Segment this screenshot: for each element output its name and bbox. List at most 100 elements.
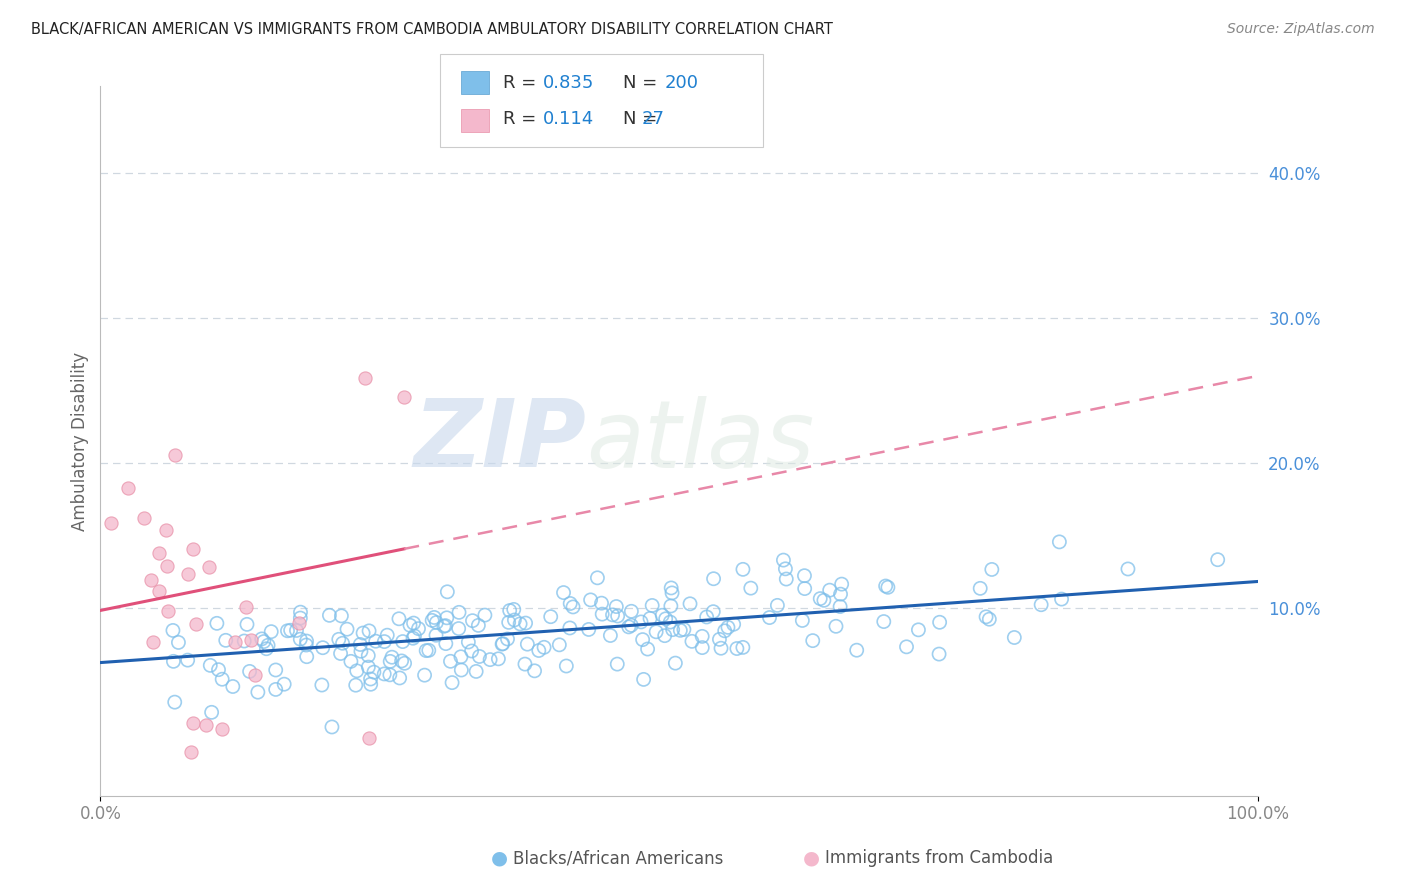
Point <box>467 618 489 632</box>
Point <box>713 624 735 638</box>
Point <box>288 615 311 630</box>
Point <box>641 599 664 613</box>
Point <box>360 672 382 686</box>
Point <box>280 624 302 638</box>
Point <box>468 649 491 664</box>
Point <box>766 599 789 613</box>
Point <box>233 634 256 648</box>
Point <box>457 635 479 649</box>
Point <box>661 586 683 600</box>
Point <box>198 560 221 574</box>
Point <box>224 635 246 649</box>
Point <box>709 632 731 647</box>
Point <box>654 629 676 643</box>
Text: Blacks/African Americans: Blacks/African Americans <box>513 849 724 867</box>
Point <box>408 622 430 636</box>
Point <box>349 638 371 652</box>
Point <box>492 637 515 651</box>
Point <box>117 482 139 496</box>
Point <box>533 640 555 655</box>
Point <box>499 603 522 617</box>
Text: ●: ● <box>803 848 820 868</box>
Point <box>591 607 613 621</box>
Point <box>775 572 797 586</box>
Point <box>399 618 422 632</box>
Point <box>357 648 380 663</box>
Point <box>311 678 333 692</box>
Text: 27: 27 <box>643 110 665 128</box>
Point <box>346 664 368 678</box>
Point <box>877 580 900 594</box>
Text: ●: ● <box>491 848 508 868</box>
Point <box>100 516 122 530</box>
Point <box>436 584 458 599</box>
Point <box>375 628 398 642</box>
Point <box>579 593 602 607</box>
Point <box>896 640 918 654</box>
Point <box>359 624 381 638</box>
Point <box>659 599 682 613</box>
Point <box>290 632 312 647</box>
Point <box>264 663 287 677</box>
Point <box>142 634 165 648</box>
Point <box>394 390 416 404</box>
Point <box>357 731 380 746</box>
Point <box>793 582 815 596</box>
Point <box>606 657 628 672</box>
Point <box>450 649 472 664</box>
Point <box>388 612 411 626</box>
Point <box>388 671 411 685</box>
Point <box>436 611 458 625</box>
Point <box>813 593 835 607</box>
Text: 0.114: 0.114 <box>543 110 593 128</box>
Point <box>450 663 472 677</box>
Point <box>980 562 1002 576</box>
Point <box>1050 592 1073 607</box>
Point <box>434 637 457 651</box>
Point <box>439 654 461 668</box>
Point <box>357 660 380 674</box>
Point <box>260 624 283 639</box>
Point <box>290 605 312 619</box>
Point <box>134 511 156 525</box>
Point <box>177 566 200 581</box>
Point <box>201 706 224 720</box>
Point <box>617 620 640 634</box>
Point <box>285 624 308 638</box>
Point <box>328 632 350 647</box>
Text: ZIP: ZIP <box>413 395 586 487</box>
Point <box>273 677 295 691</box>
Point <box>461 614 484 628</box>
Point <box>373 634 395 648</box>
Point <box>295 649 318 664</box>
Point <box>548 638 571 652</box>
Text: Source: ZipAtlas.com: Source: ZipAtlas.com <box>1227 22 1375 37</box>
Point <box>645 624 668 639</box>
Point <box>775 562 797 576</box>
Point <box>257 638 280 652</box>
Point <box>425 628 447 642</box>
Point <box>523 664 546 678</box>
Text: R =: R = <box>503 110 543 128</box>
Point <box>235 600 257 615</box>
Point <box>433 619 456 633</box>
Text: 200: 200 <box>665 73 699 92</box>
Point <box>245 668 267 682</box>
Point <box>474 608 496 623</box>
Point <box>516 637 538 651</box>
Point <box>318 608 340 623</box>
Point <box>873 615 896 629</box>
Point <box>460 644 482 658</box>
Point <box>690 629 713 643</box>
Point <box>845 643 868 657</box>
Point <box>447 622 470 636</box>
Point <box>434 618 457 632</box>
Point <box>354 371 377 385</box>
Point <box>731 640 754 655</box>
Point <box>239 665 262 679</box>
Point <box>502 602 524 616</box>
Point <box>620 604 643 618</box>
Point <box>340 654 363 668</box>
Point <box>801 633 824 648</box>
Point <box>586 571 609 585</box>
